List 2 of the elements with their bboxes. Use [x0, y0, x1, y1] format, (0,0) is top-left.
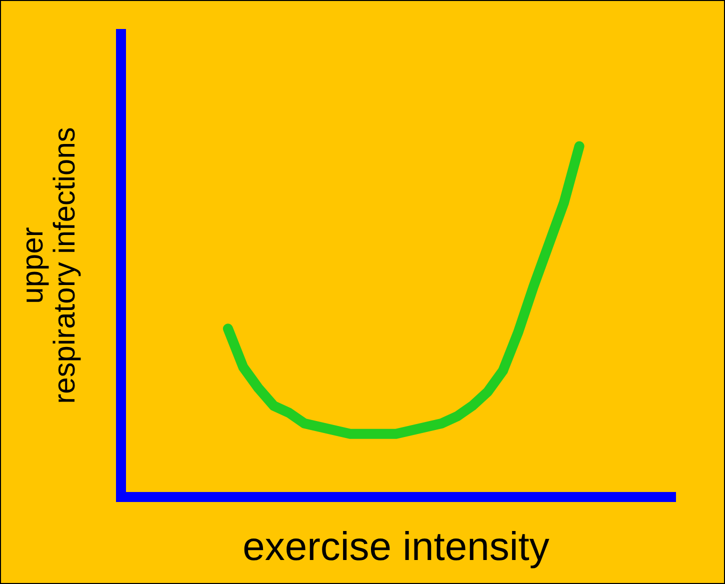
- y-axis-title: upper respiratory infections: [16, 127, 82, 404]
- x-axis-title: exercise intensity: [242, 525, 550, 569]
